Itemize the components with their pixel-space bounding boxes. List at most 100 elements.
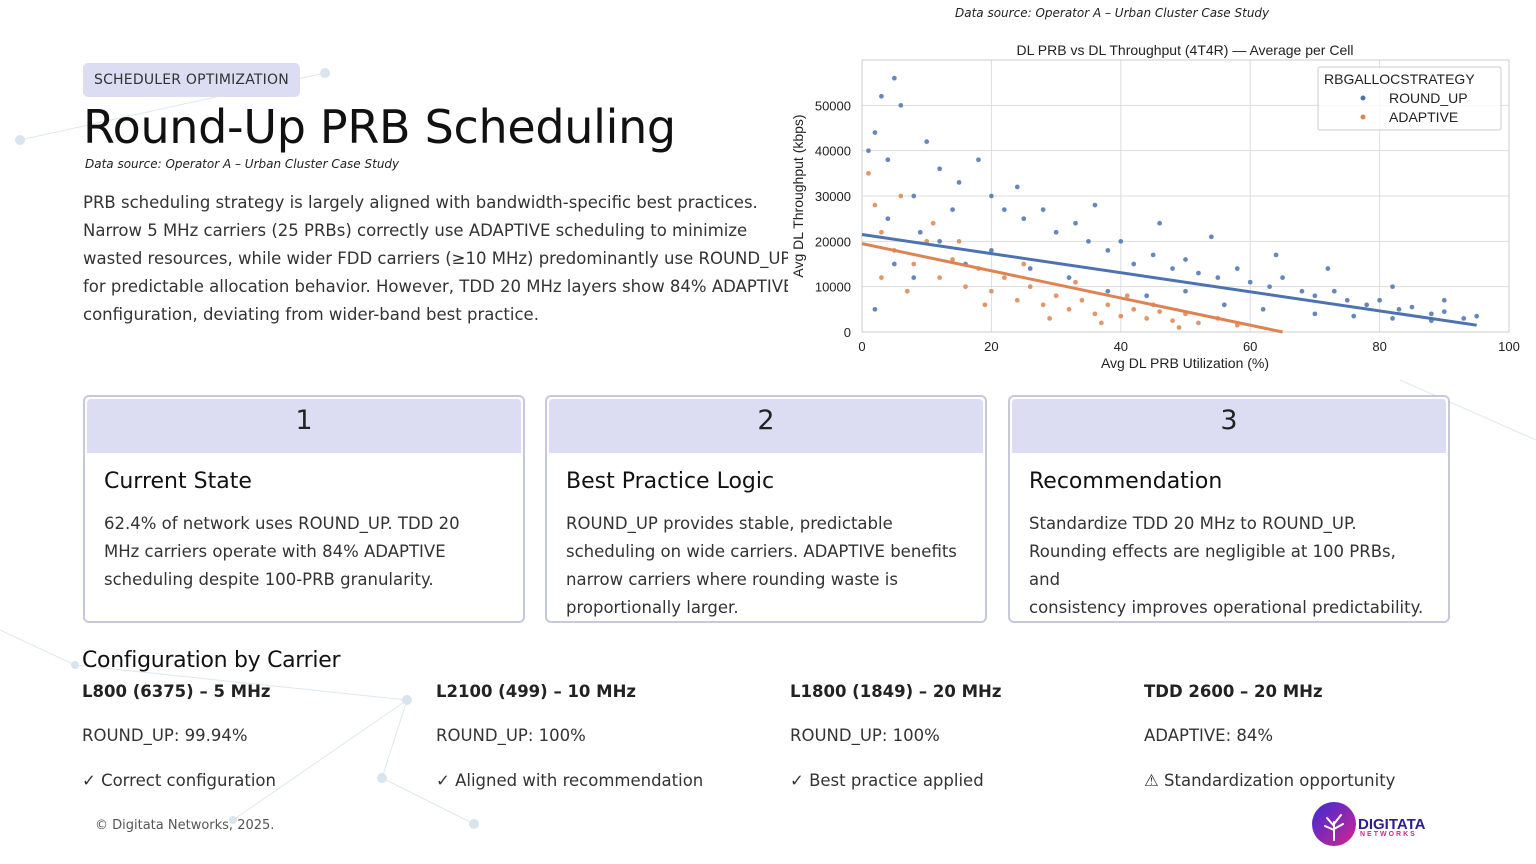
carrier-note: ⚠ Standardization opportunity — [1144, 771, 1396, 790]
data-point-round-up — [1072, 220, 1079, 227]
data-point-round-up — [1143, 292, 1150, 299]
data-point-adaptive — [1130, 306, 1137, 313]
carrier-note: ✓ Correct configuration — [82, 771, 276, 790]
legend-label-round-up: ROUND_UP — [1389, 90, 1468, 106]
card-title: Recommendation — [1029, 469, 1223, 494]
data-point-round-up — [1105, 247, 1111, 254]
carrier-l1800: L1800 (1849) – 20 MHz ROUND_UP: 100% ✓ B… — [790, 680, 1130, 793]
chart-legend: RBGALLOCSTRATEGY ROUND_UP ADAPTIVE — [1317, 66, 1502, 131]
data-point-round-up — [936, 238, 943, 245]
card-body-line: MHz carriers operate with 84% ADAPTIVE — [104, 542, 446, 561]
y-axis-label: Avg DL Throughput (kbps) — [790, 114, 806, 277]
carrier-note: ✓ Aligned with recommendation — [436, 771, 704, 790]
card-body-line: scheduling on wide carriers. ADAPTIVE be… — [566, 542, 957, 561]
footer-copyright: © Digitata Networks, 2025. — [95, 818, 275, 833]
y-tick-label: 40000 — [815, 144, 851, 159]
card-body: 62.4% of network uses ROUND_UP. TDD 20 M… — [104, 510, 504, 594]
data-point-round-up — [1221, 301, 1228, 308]
scatter-chart: DL PRB vs DL Throughput (4T4R) — Average… — [790, 42, 1520, 371]
data-point-round-up — [1066, 274, 1072, 281]
data-point-adaptive — [1053, 292, 1059, 299]
card-title: Best Practice Logic — [566, 469, 775, 494]
data-point-round-up — [1266, 283, 1273, 290]
data-point-round-up — [897, 102, 904, 109]
x-axis-label: Avg DL PRB Utilization (%) — [1101, 355, 1269, 371]
data-point-adaptive — [1092, 311, 1098, 317]
data-point-round-up — [1247, 279, 1254, 285]
data-point-round-up — [1020, 215, 1027, 222]
data-point-round-up — [936, 165, 943, 172]
data-point-adaptive — [1046, 315, 1053, 322]
data-point-adaptive — [897, 193, 904, 199]
carrier-name: L2100 (499) – 10 MHz — [436, 682, 636, 701]
data-point-round-up — [1182, 256, 1189, 263]
data-point-adaptive — [865, 170, 872, 177]
data-point-round-up — [1195, 270, 1202, 276]
data-point-round-up — [865, 147, 872, 154]
data-point-adaptive — [1117, 313, 1124, 319]
legend-title: RBGALLOCSTRATEGY — [1324, 71, 1475, 87]
data-point-adaptive — [1169, 317, 1176, 324]
data-point-round-up — [1001, 206, 1008, 213]
carrier-l800: L800 (6375) – 5 MHz ROUND_UP: 99.94% ✓ C… — [82, 680, 422, 793]
x-tick-label: 60 — [1243, 339, 1257, 354]
data-point-adaptive — [904, 288, 911, 295]
chart-title: DL PRB vs DL Throughput (4T4R) — Average… — [1017, 42, 1354, 58]
data-point-adaptive — [1066, 306, 1072, 313]
card-body-line: scheduling despite 100-PRB granularity. — [104, 570, 434, 589]
data-point-round-up — [1460, 315, 1467, 322]
data-point-adaptive — [988, 288, 995, 295]
card-body-line: 62.4% of network uses ROUND_UP. TDD 20 — [104, 514, 460, 533]
data-point-round-up — [1215, 274, 1221, 281]
x-tick-label: 0 — [858, 339, 865, 354]
series-adaptive — [865, 170, 1241, 331]
data-point-adaptive — [1040, 301, 1047, 308]
data-point-round-up — [1312, 311, 1318, 317]
data-point-round-up — [1441, 297, 1448, 304]
data-point-round-up — [1169, 265, 1176, 272]
data-point-round-up — [1014, 184, 1021, 190]
data-point-round-up — [1363, 301, 1370, 308]
data-point-round-up — [1040, 206, 1047, 213]
description-line: wasted resources, while wider FDD carrie… — [83, 249, 788, 268]
data-point-round-up — [1208, 233, 1215, 240]
card-current-state: 1 Current State 62.4% of network uses RO… — [83, 395, 525, 623]
data-point-adaptive — [1014, 297, 1021, 304]
carrier-name: L800 (6375) – 5 MHz — [82, 682, 271, 701]
data-point-round-up — [891, 261, 898, 267]
data-point-round-up — [1428, 311, 1435, 317]
carrier-value: ROUND_UP: 100% — [790, 726, 940, 745]
data-point-adaptive — [982, 301, 988, 308]
data-point-round-up — [1299, 288, 1305, 295]
data-point-round-up — [1376, 297, 1383, 304]
series-layer — [861, 75, 1480, 334]
data-point-round-up — [878, 93, 885, 100]
y-tick-label: 20000 — [815, 234, 851, 249]
data-point-round-up — [885, 156, 891, 163]
data-point-round-up — [949, 206, 956, 213]
x-tick-label: 80 — [1372, 339, 1386, 354]
data-point-round-up — [1473, 313, 1480, 319]
x-tick-label: 100 — [1498, 339, 1520, 354]
data-point-round-up — [1389, 283, 1396, 290]
plot-area-frame — [861, 59, 1510, 333]
data-point-round-up — [1234, 265, 1241, 272]
data-point-round-up — [1441, 308, 1448, 315]
legend-box — [1317, 66, 1502, 131]
data-point-round-up — [1279, 274, 1286, 281]
carrier-tdd2600: TDD 2600 – 20 MHz ADAPTIVE: 84% ⚠ Standa… — [1144, 680, 1484, 793]
data-point-round-up — [1092, 202, 1098, 208]
data-point-round-up — [917, 229, 924, 236]
card-body-line: Standardize TDD 20 MHz to ROUND_UP. — [1029, 514, 1357, 533]
card-body-line: consistency improves operational predict… — [1029, 598, 1424, 617]
data-point-round-up — [975, 156, 982, 163]
data-point-round-up — [1273, 252, 1279, 258]
data-point-round-up — [872, 306, 878, 313]
data-point-adaptive — [1105, 301, 1111, 308]
data-point-round-up — [1396, 306, 1402, 313]
card-body: Standardize TDD 20 MHz to ROUND_UP. Roun… — [1029, 510, 1429, 622]
data-point-adaptive — [1072, 279, 1079, 285]
card-recommendation: 3 Recommendation Standardize TDD 20 MHz … — [1008, 395, 1450, 623]
data-point-adaptive — [872, 202, 878, 208]
data-point-round-up — [910, 274, 917, 281]
